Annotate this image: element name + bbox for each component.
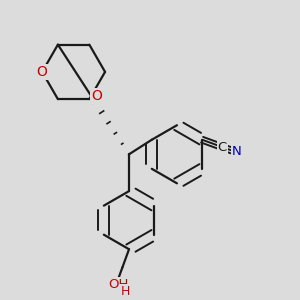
Text: N: N — [232, 145, 242, 158]
Text: OH: OH — [108, 278, 129, 291]
Text: O: O — [37, 65, 48, 79]
Text: C: C — [218, 141, 227, 154]
Text: O: O — [91, 89, 102, 103]
Text: H: H — [120, 285, 130, 298]
